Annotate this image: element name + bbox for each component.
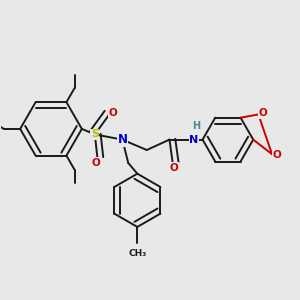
Text: O: O xyxy=(109,108,118,118)
Text: N: N xyxy=(117,133,128,146)
Text: O: O xyxy=(170,163,179,173)
Text: N: N xyxy=(189,135,198,145)
Text: CH₃: CH₃ xyxy=(128,249,146,258)
Text: S: S xyxy=(91,129,99,140)
Text: O: O xyxy=(92,158,100,168)
Text: H: H xyxy=(192,121,200,131)
Text: O: O xyxy=(273,150,282,160)
Text: O: O xyxy=(259,108,267,118)
